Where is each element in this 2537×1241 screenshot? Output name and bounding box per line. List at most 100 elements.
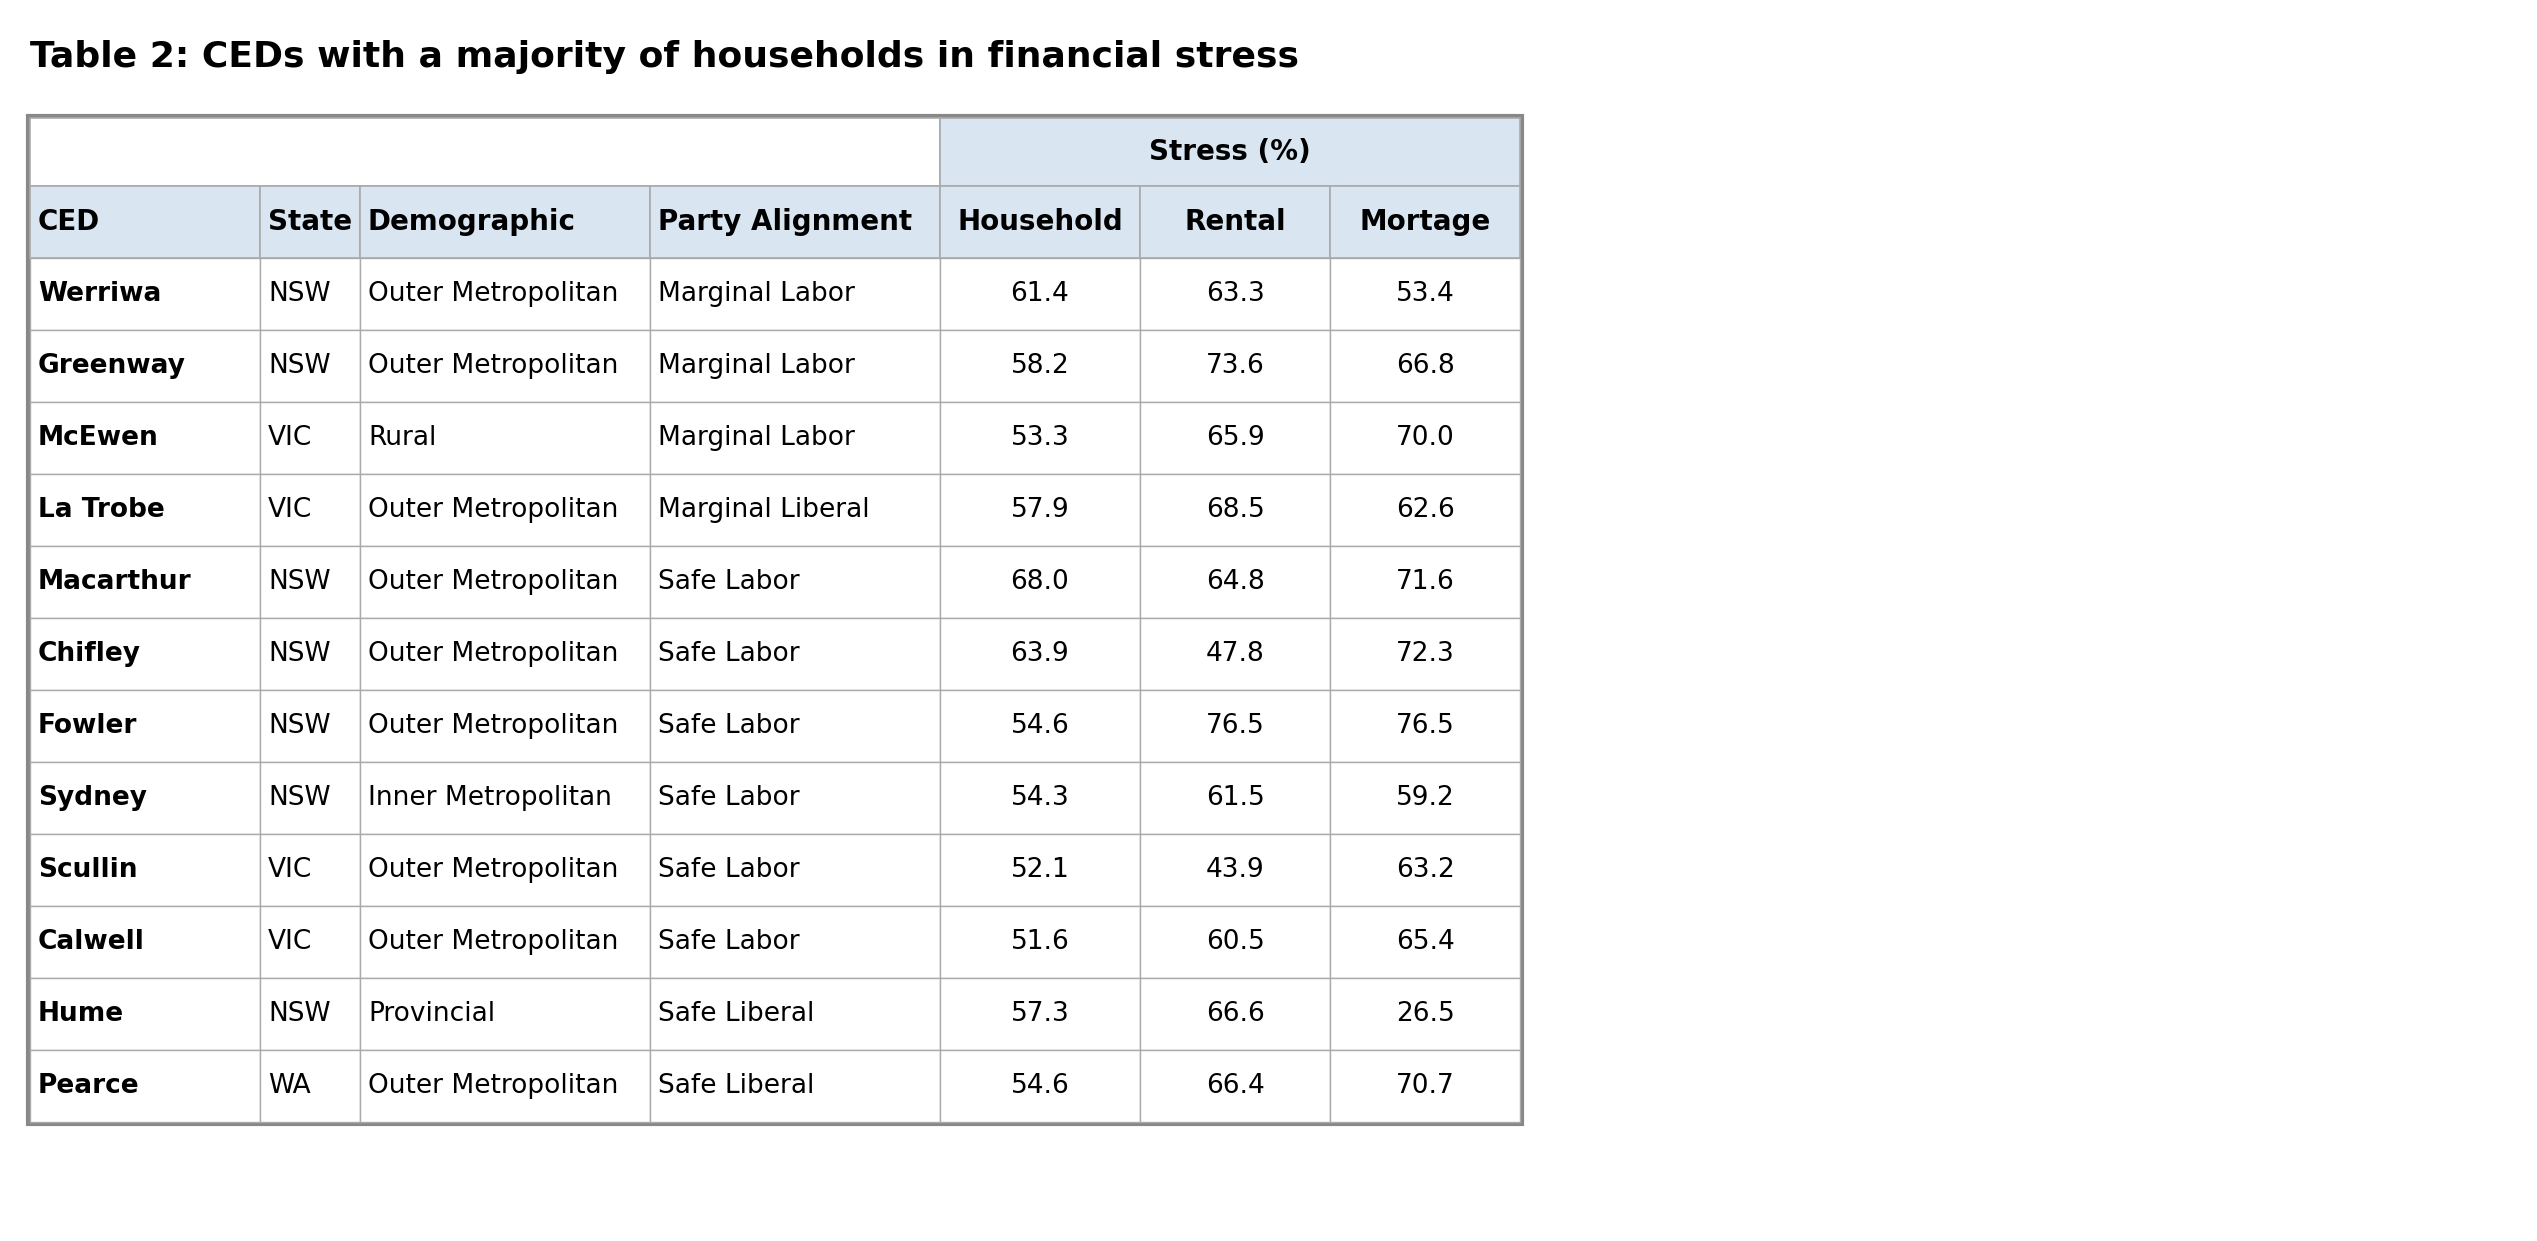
Bar <box>1329 186 1520 258</box>
Bar <box>1139 546 1329 618</box>
Bar <box>1139 474 1329 546</box>
Text: Hume: Hume <box>38 1001 124 1028</box>
Bar <box>1139 618 1329 690</box>
Text: NSW: NSW <box>269 714 330 738</box>
Bar <box>649 474 941 546</box>
Bar <box>360 978 649 1050</box>
Text: 60.5: 60.5 <box>1205 930 1263 956</box>
Text: 63.3: 63.3 <box>1205 280 1263 307</box>
Bar <box>30 834 259 906</box>
Bar <box>941 834 1139 906</box>
Text: Inner Metropolitan: Inner Metropolitan <box>368 786 611 812</box>
Bar <box>360 258 649 330</box>
Bar <box>360 546 649 618</box>
Text: 63.9: 63.9 <box>1010 642 1071 666</box>
Text: 47.8: 47.8 <box>1205 642 1263 666</box>
Text: Outer Metropolitan: Outer Metropolitan <box>368 280 619 307</box>
Bar <box>30 118 941 186</box>
Text: Safe Liberal: Safe Liberal <box>657 1073 814 1100</box>
Text: State: State <box>269 208 353 236</box>
Bar <box>259 330 360 402</box>
Bar <box>941 978 1139 1050</box>
Bar <box>1139 762 1329 834</box>
Text: Demographic: Demographic <box>368 208 576 236</box>
Bar <box>30 1050 259 1122</box>
Text: Outer Metropolitan: Outer Metropolitan <box>368 496 619 522</box>
Text: 66.4: 66.4 <box>1205 1073 1263 1100</box>
Bar <box>649 330 941 402</box>
Bar <box>360 618 649 690</box>
Text: Safe Labor: Safe Labor <box>657 786 799 812</box>
Bar <box>360 906 649 978</box>
Text: 65.9: 65.9 <box>1205 424 1263 450</box>
Text: NSW: NSW <box>269 786 330 812</box>
Text: Marginal Liberal: Marginal Liberal <box>657 496 870 522</box>
Bar <box>30 474 259 546</box>
Bar <box>360 1050 649 1122</box>
Bar <box>649 762 941 834</box>
Text: 70.0: 70.0 <box>1395 424 1454 450</box>
Text: 58.2: 58.2 <box>1010 352 1071 379</box>
Bar <box>649 546 941 618</box>
Bar <box>649 978 941 1050</box>
Bar <box>941 690 1139 762</box>
Bar <box>1139 402 1329 474</box>
Text: VIC: VIC <box>269 930 312 956</box>
Text: 54.3: 54.3 <box>1010 786 1071 812</box>
Bar <box>941 330 1139 402</box>
Text: 70.7: 70.7 <box>1395 1073 1454 1100</box>
Text: Outer Metropolitan: Outer Metropolitan <box>368 570 619 594</box>
Bar <box>1139 834 1329 906</box>
Text: Greenway: Greenway <box>38 352 185 379</box>
Text: Household: Household <box>956 208 1124 236</box>
Text: Provincial: Provincial <box>368 1001 495 1028</box>
Text: 71.6: 71.6 <box>1395 570 1454 594</box>
Text: Outer Metropolitan: Outer Metropolitan <box>368 642 619 666</box>
Bar <box>259 1050 360 1122</box>
Text: 43.9: 43.9 <box>1205 858 1263 884</box>
Text: 26.5: 26.5 <box>1395 1001 1454 1028</box>
Text: McEwen: McEwen <box>38 424 160 450</box>
Text: Rural: Rural <box>368 424 436 450</box>
Bar <box>1329 402 1520 474</box>
Text: 54.6: 54.6 <box>1010 714 1071 738</box>
Text: Safe Labor: Safe Labor <box>657 642 799 666</box>
Bar <box>360 474 649 546</box>
Bar <box>360 186 649 258</box>
Text: Safe Labor: Safe Labor <box>657 570 799 594</box>
Bar <box>649 402 941 474</box>
Bar <box>259 618 360 690</box>
Bar <box>259 978 360 1050</box>
Text: NSW: NSW <box>269 570 330 594</box>
Bar <box>941 186 1139 258</box>
Bar <box>259 690 360 762</box>
Bar <box>941 118 1520 186</box>
Text: 61.5: 61.5 <box>1205 786 1263 812</box>
Bar <box>1329 690 1520 762</box>
Bar <box>1139 330 1329 402</box>
Text: Fowler: Fowler <box>38 714 137 738</box>
Text: CED: CED <box>38 208 101 236</box>
Text: 65.4: 65.4 <box>1395 930 1454 956</box>
Bar <box>649 690 941 762</box>
Text: Mortage: Mortage <box>1360 208 1492 236</box>
Bar <box>941 546 1139 618</box>
Text: Outer Metropolitan: Outer Metropolitan <box>368 1073 619 1100</box>
Bar <box>1139 978 1329 1050</box>
Text: Rental: Rental <box>1185 208 1286 236</box>
Bar <box>1329 1050 1520 1122</box>
Bar <box>30 402 259 474</box>
Text: Outer Metropolitan: Outer Metropolitan <box>368 352 619 379</box>
Text: Safe Labor: Safe Labor <box>657 858 799 884</box>
Bar <box>1139 258 1329 330</box>
Text: Stress (%): Stress (%) <box>1149 138 1312 166</box>
Text: Marginal Labor: Marginal Labor <box>657 280 855 307</box>
Bar <box>30 118 1520 1122</box>
Bar <box>941 258 1139 330</box>
Bar <box>1329 474 1520 546</box>
Text: Safe Labor: Safe Labor <box>657 714 799 738</box>
Text: 61.4: 61.4 <box>1010 280 1071 307</box>
Text: NSW: NSW <box>269 280 330 307</box>
Text: VIC: VIC <box>269 496 312 522</box>
Bar <box>30 690 259 762</box>
